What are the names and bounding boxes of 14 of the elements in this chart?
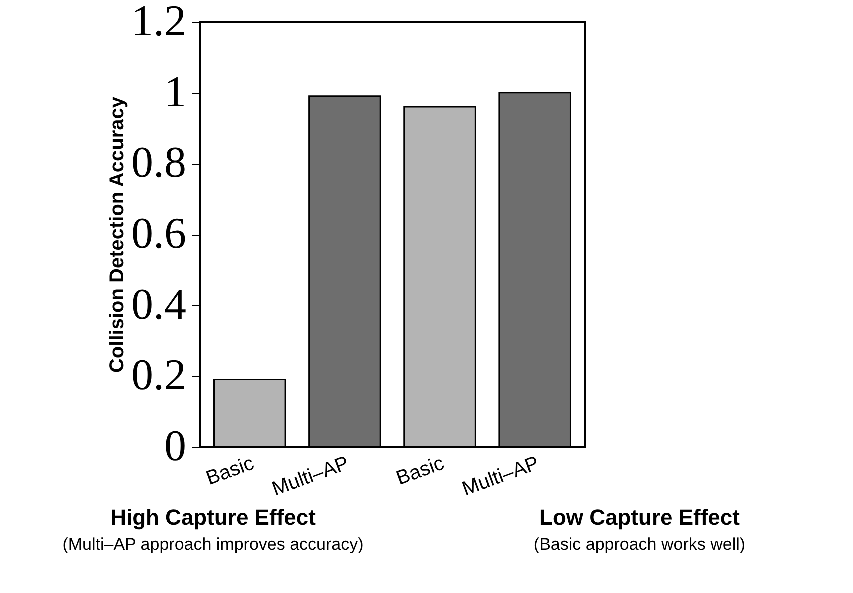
y-tick-label: 0 — [164, 422, 186, 470]
y-tick-label: 0.2 — [132, 350, 186, 400]
text: High Capture Effect — [110, 505, 317, 531]
y-tick-label: 0.8 — [132, 138, 186, 188]
y-tick-label: 0.6 — [132, 209, 186, 258]
y-tick-label: 1.2 — [132, 0, 186, 46]
text: (Multi–AP approach improves accuracy) — [62, 535, 365, 555]
text: Low Capture Effect — [538, 505, 741, 531]
x-tick-label: Basic — [394, 452, 448, 490]
y-axis-title: Collision Detection Accuracy — [106, 96, 128, 373]
y-tick-label: 0.4 — [132, 280, 186, 329]
text: (Basic approach works well) — [532, 535, 747, 555]
x-tick-label: Basic — [204, 452, 258, 490]
y-tick-label: 1 — [164, 67, 186, 116]
